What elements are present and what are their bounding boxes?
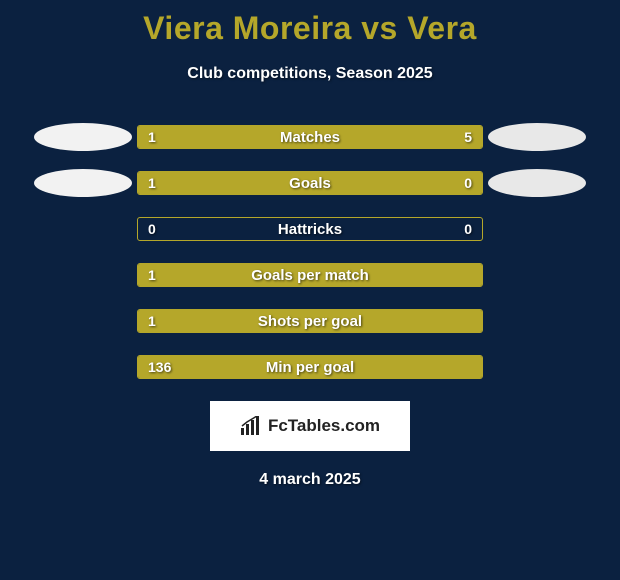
chart-date: 4 march 2025 (0, 471, 620, 489)
ellipse-icon (34, 169, 132, 197)
page-subtitle: Club competitions, Season 2025 (0, 65, 620, 83)
stat-bar: Matches1 5 (137, 125, 483, 149)
ellipse-icon (488, 123, 586, 151)
ellipse-icon (34, 123, 132, 151)
right-player-marker (483, 169, 591, 197)
stat-row: Hattricks0 0 (0, 217, 620, 241)
stat-label: Shots per goal (138, 310, 482, 332)
stat-value-left: 1 (148, 264, 156, 286)
stat-label: Goals per match (138, 264, 482, 286)
stat-bar: Shots per goal1 (137, 309, 483, 333)
page-title: Viera Moreira vs Vera (0, 0, 620, 47)
stat-value-left: 136 (148, 356, 171, 378)
stat-value-left: 1 (148, 310, 156, 332)
stat-label: Hattricks (138, 218, 482, 240)
stat-value-left: 0 (148, 218, 156, 240)
stat-value-left: 1 (148, 126, 156, 148)
brand-label: FcTables.com (268, 416, 380, 436)
stat-bar: Hattricks0 0 (137, 217, 483, 241)
brand-badge: FcTables.com (210, 401, 410, 451)
stat-bar: Goals1 0 (137, 171, 483, 195)
stat-row: Matches1 5 (0, 125, 620, 149)
stat-label: Goals (138, 172, 482, 194)
ellipse-icon (488, 169, 586, 197)
stat-row: Goals per match1 (0, 263, 620, 287)
brand-chart-icon (240, 416, 262, 436)
stat-row: Shots per goal1 (0, 309, 620, 333)
left-player-marker (29, 123, 137, 151)
stat-row: Min per goal136 (0, 355, 620, 379)
stat-value-right: 0 (464, 172, 472, 194)
stat-value-right: 0 (464, 218, 472, 240)
stat-row: Goals1 0 (0, 171, 620, 195)
stat-label: Min per goal (138, 356, 482, 378)
stat-value-left: 1 (148, 172, 156, 194)
stat-value-right: 5 (464, 126, 472, 148)
left-player-marker (29, 169, 137, 197)
stat-bar: Min per goal136 (137, 355, 483, 379)
stat-bar: Goals per match1 (137, 263, 483, 287)
right-player-marker (483, 123, 591, 151)
comparison-chart: Matches15Goals10Hattricks00Goals per mat… (0, 125, 620, 379)
stat-label: Matches (138, 126, 482, 148)
